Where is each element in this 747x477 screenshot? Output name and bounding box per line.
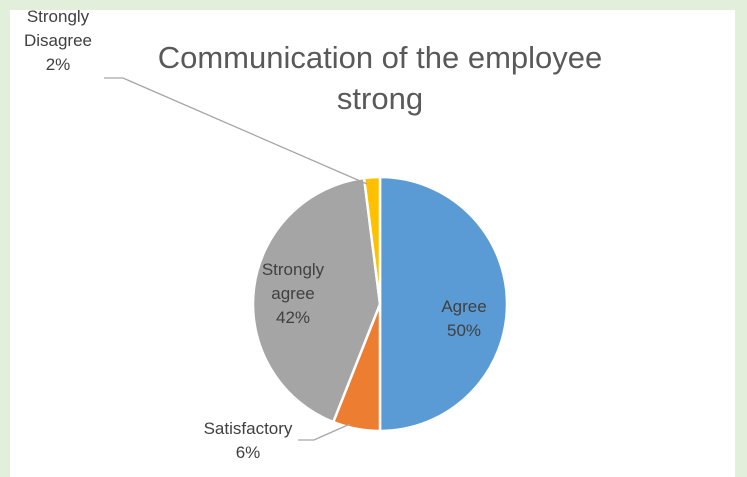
leader-lines	[104, 77, 368, 441]
chart-title-line-1: Communication of the employee	[158, 40, 603, 75]
leader-line	[104, 77, 368, 185]
slice-category-label: Strongly	[27, 10, 90, 26]
pie-slices	[251, 175, 509, 433]
pie-slice-strongly-disagree	[362, 175, 382, 306]
chart-title-line-2: strong	[337, 81, 423, 116]
leader-line	[298, 423, 351, 441]
chart-area: Communication of the employee strong Agr…	[10, 10, 735, 477]
slice-category-label: Agree	[441, 297, 486, 316]
slice-value-label: 6%	[236, 443, 261, 462]
pie-slice-agree	[378, 175, 509, 433]
slice-label: Satisfactory 6%	[204, 419, 293, 462]
slice-category-label: Disagree	[24, 31, 92, 50]
pie-chart: Communication of the employee strong Agr…	[24, 10, 603, 462]
slice-labels: Agree 50%Satisfactory 6%Strongly agree 42%St…	[24, 10, 487, 462]
slice-category-label: agree	[271, 284, 314, 303]
slice-label: Agree 50%	[441, 297, 486, 340]
slice-value-label: 2%	[46, 55, 71, 74]
slice-value-label: 42%	[276, 308, 310, 327]
slice-label: Strongly agree 42%	[262, 260, 325, 327]
slice-value-label: 50%	[447, 321, 481, 340]
pie-slice-strongly-agree	[251, 176, 382, 424]
slice-label: Strongly Disagree 2%	[24, 10, 92, 74]
slice-category-label: Satisfactory	[204, 419, 293, 438]
slice-category-label: Strongly	[262, 260, 325, 279]
